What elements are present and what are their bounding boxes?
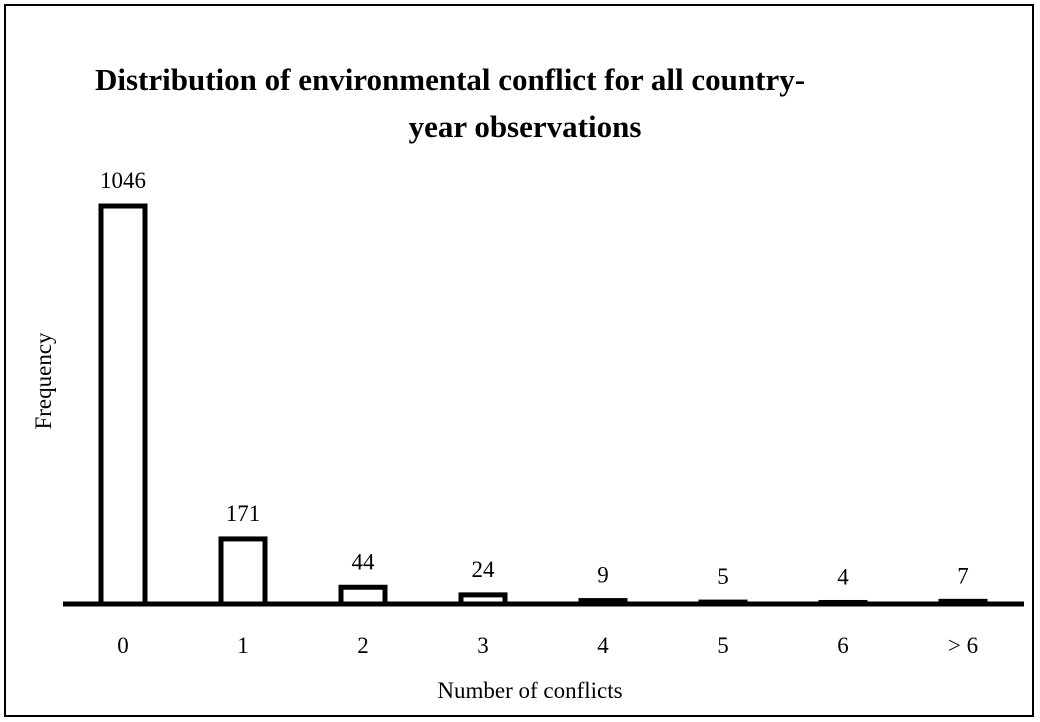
x-tick-label-0: 0 (117, 633, 129, 658)
x-tick-label-5: 5 (717, 633, 729, 658)
x-tick-label-6: 6 (837, 633, 849, 658)
chart-frame (4, 4, 1034, 717)
x-tick-label-3: 3 (477, 633, 489, 658)
x-tick-label-1: 1 (237, 633, 249, 658)
value-label-7: 7 (957, 563, 969, 588)
value-label-1: 171 (226, 501, 261, 526)
y-axis-label: Frequency (31, 332, 56, 430)
value-label-5: 5 (717, 564, 729, 589)
bar-1 (218, 536, 268, 607)
chart-title-line-2: year observations (409, 109, 642, 144)
x-tick-label-7: > 6 (948, 633, 978, 658)
bar-2 (338, 584, 388, 607)
value-label-3: 24 (472, 557, 496, 582)
x-tick-labels-group: 0 1 2 3 4 5 6 > 6 (117, 633, 978, 658)
value-label-4: 9 (597, 563, 609, 588)
value-label-2: 44 (352, 549, 376, 574)
x-tick-label-2: 2 (357, 633, 369, 658)
x-tick-label-4: 4 (597, 633, 609, 658)
value-label-6: 4 (837, 564, 849, 589)
x-axis-label: Number of conflicts (437, 678, 622, 703)
value-labels-group: 1046 171 44 24 9 5 4 7 (100, 168, 969, 589)
value-label-0: 1046 (100, 168, 146, 193)
chart-title-line-1: Distribution of environmental conflict f… (95, 62, 805, 97)
bar-0 (98, 203, 148, 607)
bars-group (98, 203, 988, 607)
